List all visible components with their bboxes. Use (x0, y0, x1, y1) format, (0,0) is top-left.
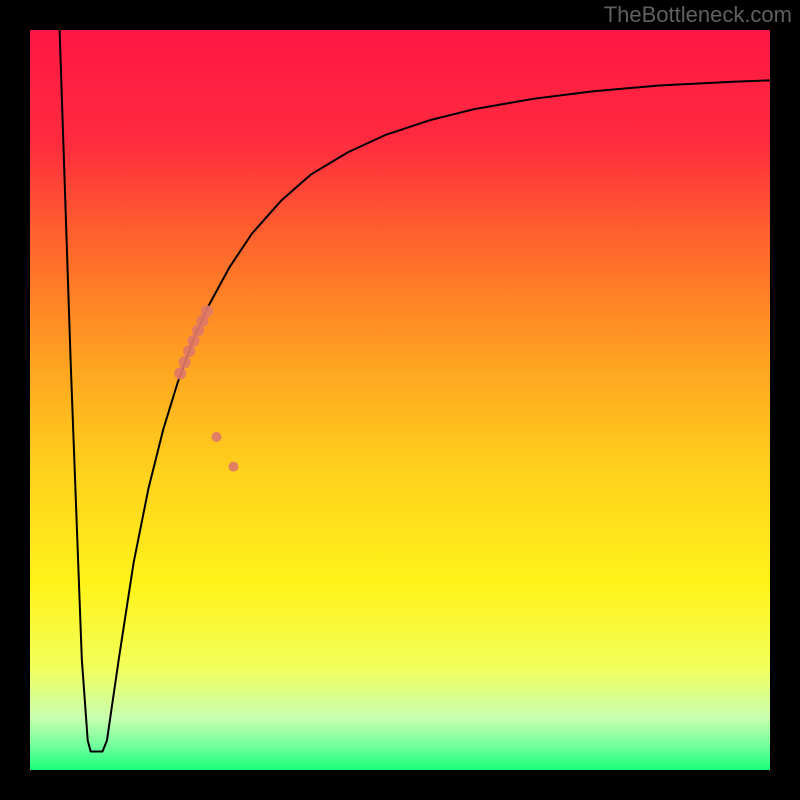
plot-background (30, 30, 770, 770)
watermark-text: TheBottleneck.com (604, 2, 792, 27)
bottleneck-chart: TheBottleneck.com (0, 0, 800, 800)
